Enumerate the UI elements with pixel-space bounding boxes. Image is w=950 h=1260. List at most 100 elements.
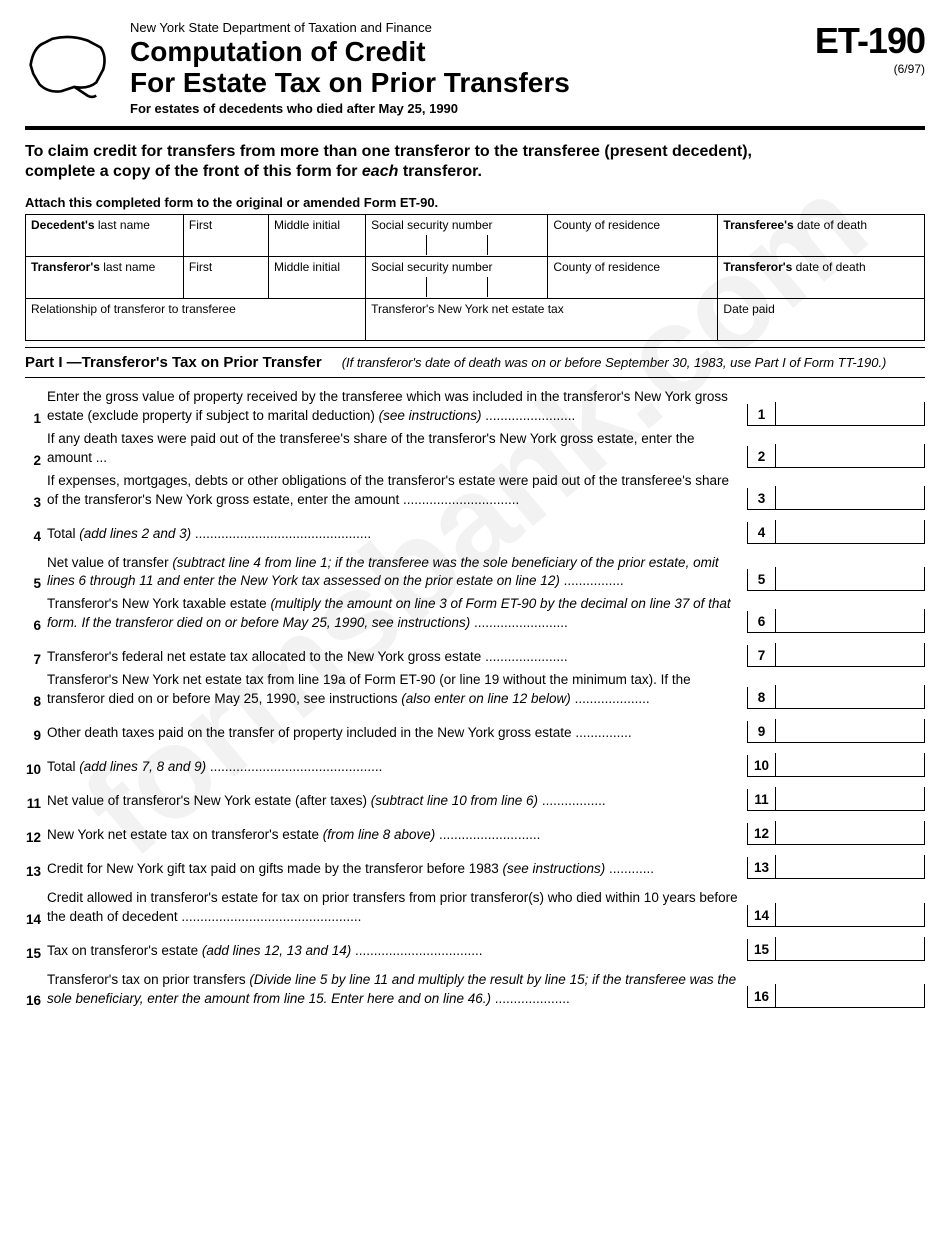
form-code: ET-190 [815,20,925,62]
header: New York State Department of Taxation an… [25,20,925,116]
line-number: 16 [25,993,47,1008]
line-text: New York net estate tax on transferor's … [47,826,747,845]
transferor-lastname[interactable]: Transferor's last name [26,257,184,299]
line-text: If expenses, mortgages, debts or other o… [47,472,747,510]
instruction-line1: To claim credit for transfers from more … [25,143,752,160]
line-amount-field[interactable] [775,520,925,544]
relationship[interactable]: Relationship of transferor to transferee [26,299,366,341]
transferor-mi[interactable]: Middle initial [268,257,365,299]
line-number: 9 [25,728,47,743]
title-block: New York State Department of Taxation an… [130,20,800,116]
line-amount-field[interactable] [775,753,925,777]
date-paid[interactable]: Date paid [718,299,925,341]
line-text: Other death taxes paid on the transfer o… [47,724,747,743]
line-text: Credit allowed in transferor's estate fo… [47,889,747,927]
line-text: Tax on transferor's estate (add lines 12… [47,942,747,961]
line-amount-field[interactable] [775,685,925,709]
line-11: 11Net value of transferor's New York est… [25,787,925,811]
line-amount-field[interactable] [775,719,925,743]
line-box-number: 15 [747,939,775,961]
line-number: 2 [25,453,47,468]
line-text: Transferor's federal net estate tax allo… [47,648,747,667]
line-number: 10 [25,762,47,777]
line-number: 4 [25,529,47,544]
line-amount-field[interactable] [775,444,925,468]
line-box-number: 6 [747,611,775,633]
claim-instruction: To claim credit for transfers from more … [25,142,925,184]
decedent-county[interactable]: County of residence [548,215,718,257]
line-amount-field[interactable] [775,609,925,633]
ny-net-tax[interactable]: Transferor's New York net estate tax [366,299,718,341]
line-box-number: 1 [747,404,775,426]
transferor-ssn[interactable]: Social security number [366,257,548,299]
transferor-dod[interactable]: Transferor's date of death [718,257,925,299]
line-amount-field[interactable] [775,402,925,426]
line-15: 15Tax on transferor's estate (add lines … [25,937,925,961]
form-content: New York State Department of Taxation an… [25,20,925,1008]
transferor-first[interactable]: First [183,257,268,299]
line-number: 7 [25,652,47,667]
transferor-county[interactable]: County of residence [548,257,718,299]
line-text: Net value of transfer (subtract line 4 f… [47,554,747,592]
divider-thick [25,126,925,130]
line-box-number: 5 [747,569,775,591]
line-box-number: 12 [747,823,775,845]
line-amount-field[interactable] [775,787,925,811]
decedent-ssn[interactable]: Social security number [366,215,548,257]
line-text: Transferor's tax on prior transfers (Div… [47,971,747,1009]
line-text: Credit for New York gift tax paid on gif… [47,860,747,879]
form-revision: (6/97) [815,62,925,76]
line-8: 8Transferor's New York net estate tax fr… [25,671,925,709]
line-9: 9Other death taxes paid on the transfer … [25,719,925,743]
line-16: 16Transferor's tax on prior transfers (D… [25,971,925,1009]
line-1: 1Enter the gross value of property recei… [25,388,925,426]
decedent-lastname[interactable]: Decedent's last name [26,215,184,257]
line-amount-field[interactable] [775,821,925,845]
line-box-number: 9 [747,721,775,743]
line-amount-field[interactable] [775,903,925,927]
line-box-number: 3 [747,488,775,510]
decedent-mi[interactable]: Middle initial [268,215,365,257]
line-amount-field[interactable] [775,855,925,879]
line-text: Total (add lines 7, 8 and 9) ...........… [47,758,747,777]
line-number: 13 [25,864,47,879]
instruction-line2c: transferor. [398,163,482,180]
attach-instruction: Attach this completed form to the origin… [25,195,925,210]
decedent-first[interactable]: First [183,215,268,257]
line-number: 12 [25,830,47,845]
main-title-2: For Estate Tax on Prior Transfers [130,68,800,99]
line-box-number: 11 [747,789,775,811]
line-7: 7Transferor's federal net estate tax all… [25,643,925,667]
line-amount-field[interactable] [775,984,925,1008]
info-table: Decedent's last name First Middle initia… [25,214,925,341]
line-number: 1 [25,411,47,426]
lines-section: 1Enter the gross value of property recei… [25,388,925,1008]
line-13: 13Credit for New York gift tax paid on g… [25,855,925,879]
line-text: Transferor's New York taxable estate (mu… [47,595,747,633]
line-box-number: 8 [747,687,775,709]
line-4: 4Total (add lines 2 and 3) .............… [25,520,925,544]
instruction-line2a: complete a copy of the front of this for… [25,163,362,180]
form-code-block: ET-190 (6/97) [815,20,925,76]
line-5: 5Net value of transfer (subtract line 4 … [25,554,925,592]
subtitle: For estates of decedents who died after … [130,101,800,116]
part-1-header: Part I —Transferor's Tax on Prior Transf… [25,347,925,378]
line-3: 3If expenses, mortgages, debts or other … [25,472,925,510]
line-14: 14Credit allowed in transferor's estate … [25,889,925,927]
transferee-dod[interactable]: Transferee's date of death [718,215,925,257]
line-number: 11 [25,796,47,811]
line-text: Transferor's New York net estate tax fro… [47,671,747,709]
line-number: 14 [25,912,47,927]
line-2: 2If any death taxes were paid out of the… [25,430,925,468]
line-amount-field[interactable] [775,643,925,667]
instruction-line2b: each [362,163,398,180]
line-text: Net value of transferor's New York estat… [47,792,747,811]
line-12: 12New York net estate tax on transferor'… [25,821,925,845]
line-text: Total (add lines 2 and 3) ..............… [47,525,747,544]
line-amount-field[interactable] [775,567,925,591]
line-amount-field[interactable] [775,486,925,510]
main-title-1: Computation of Credit [130,37,800,68]
line-10: 10Total (add lines 7, 8 and 9) .........… [25,753,925,777]
line-box-number: 2 [747,446,775,468]
line-amount-field[interactable] [775,937,925,961]
